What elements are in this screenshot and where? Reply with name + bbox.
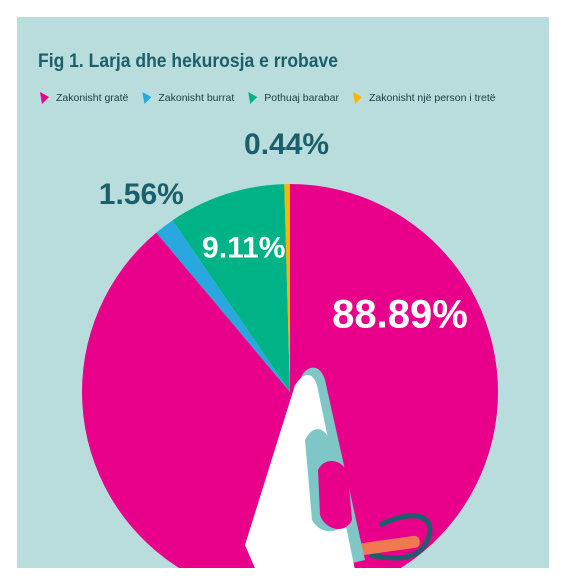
pie-slice (284, 184, 290, 392)
legend-label: Pothuaj barabar (264, 92, 339, 104)
chart-title: Fig 1. Larja dhe hekurosja e rrobave (38, 51, 338, 72)
pie (82, 184, 498, 568)
pie-slice (82, 184, 498, 568)
legend: Zakonisht gratë Zakonisht burrat Pothuaj b… (40, 92, 496, 104)
legend-label: Zakonisht gratë (56, 92, 129, 104)
iron-plug (350, 535, 420, 557)
iron-illustration (245, 367, 433, 568)
data-label: 1.56% (99, 178, 184, 211)
legend-label: Zakonisht burrat (158, 92, 234, 104)
iron-cord (369, 513, 433, 561)
legend-swatch (248, 92, 258, 104)
data-label: 0.44% (244, 128, 329, 161)
legend-swatch (352, 92, 362, 104)
data-label: 9.11% (202, 231, 285, 264)
legend-swatch (40, 92, 49, 104)
labels: 88.89% 1.56% 9.11% 0.44% (99, 128, 468, 337)
legend-swatch (142, 92, 152, 104)
iron-button (318, 460, 352, 530)
data-label: 88.89% (332, 293, 468, 337)
pie-slice (172, 184, 290, 392)
legend-label: Zakonisht një person i tretë (369, 92, 496, 104)
pie-slice (156, 220, 290, 392)
